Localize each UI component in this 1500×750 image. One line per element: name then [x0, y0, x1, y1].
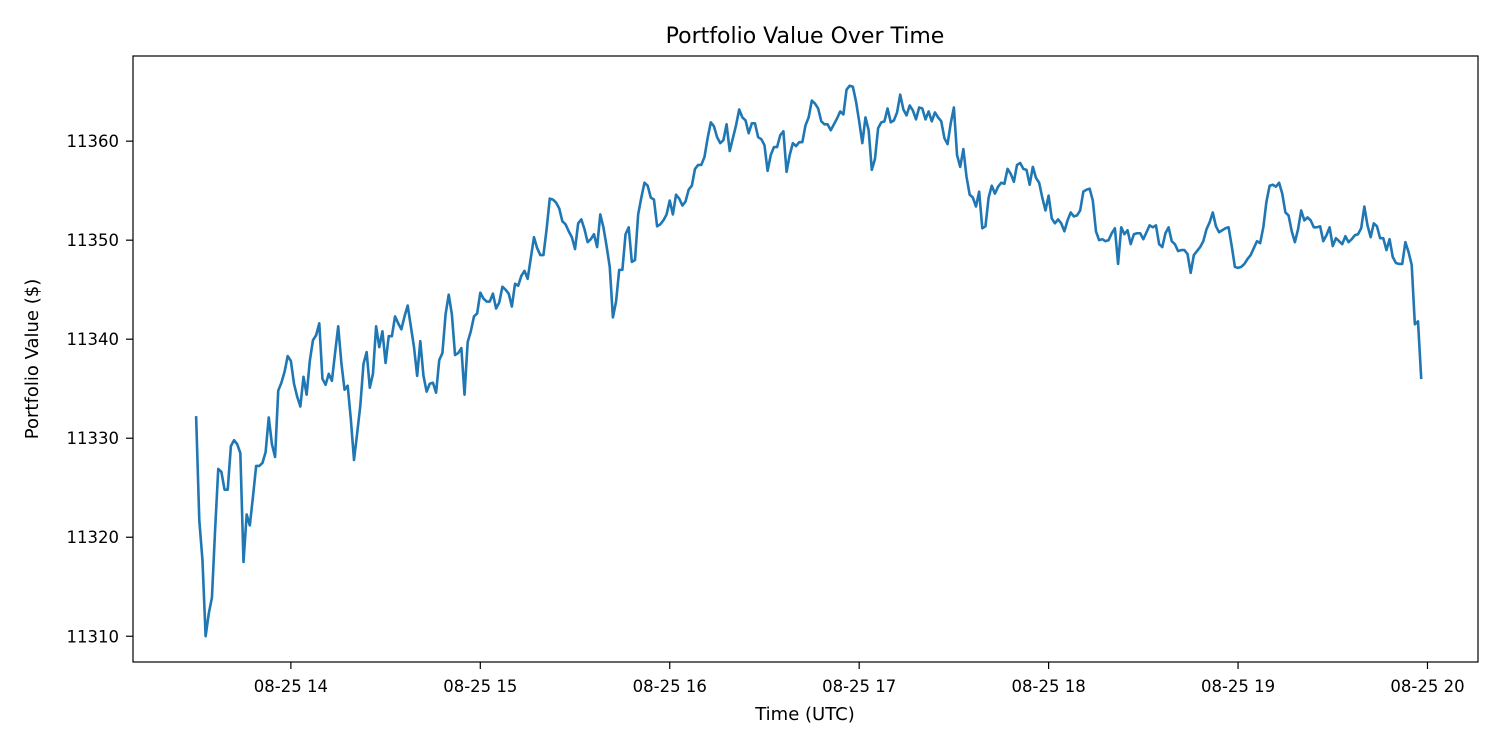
x-tick-label: 08-25 15 — [443, 677, 517, 696]
x-tick-label: 08-25 20 — [1390, 677, 1464, 696]
axes-frame — [132, 55, 1479, 663]
y-tick-label: 11320 — [67, 528, 120, 547]
x-axis: 08-25 14 08-25 15 08-25 16 08-25 17 08-25 18… — [254, 662, 1465, 696]
x-tick-label: 08-25 18 — [1012, 677, 1086, 696]
chart-title: Portfolio Value Over Time — [666, 24, 945, 49]
x-tick-label: 08-25 16 — [633, 677, 707, 696]
x-tick-label: 08-25 14 — [254, 677, 328, 696]
y-tick-label: 11330 — [67, 429, 120, 448]
x-tick-label: 08-25 17 — [822, 677, 896, 696]
x-axis-label: Time (UTC) — [754, 704, 855, 725]
y-tick-label: 11310 — [67, 627, 120, 646]
y-axis-label: Portfolio Value ($) — [22, 279, 43, 439]
y-tick-label: 11340 — [67, 330, 120, 349]
x-tick-label: 08-25 19 — [1201, 677, 1275, 696]
y-tick-label: 11360 — [67, 132, 120, 151]
y-tick-label: 11350 — [67, 231, 120, 250]
plot-area — [194, 84, 1423, 638]
y-axis: 11310 11320 11330 11340 11350 11360 — [67, 132, 133, 646]
series-line — [194, 84, 1423, 638]
